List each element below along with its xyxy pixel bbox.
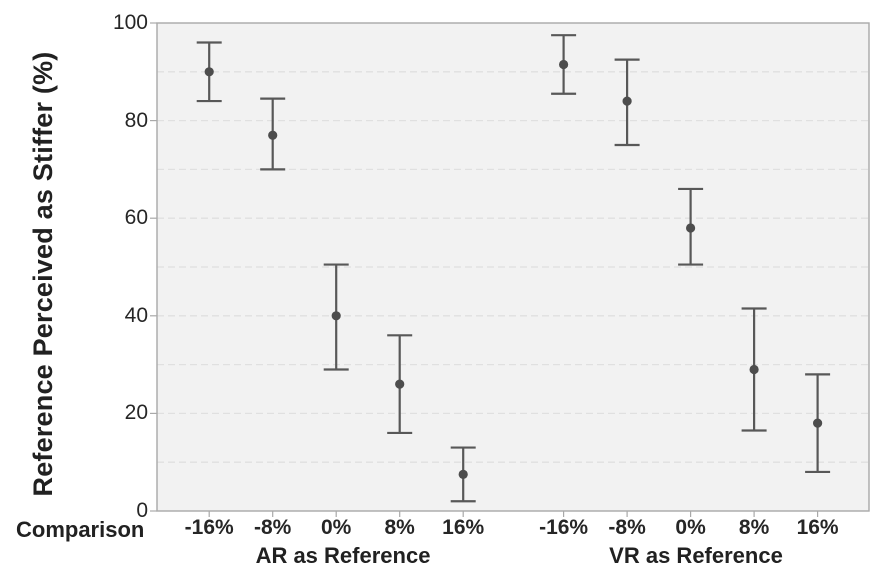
- x-tick-label-ar-8%: 8%: [384, 516, 415, 539]
- y-tick-label-100: 100: [112, 11, 148, 34]
- data-point: [395, 379, 405, 389]
- x-tick-label-ar-16%: 16%: [442, 516, 485, 539]
- x-tick-label-vr-0%: 0%: [675, 516, 706, 539]
- x-tick-label-vr--16%: -16%: [539, 516, 589, 539]
- data-point: [458, 469, 468, 479]
- x-tick-label-vr-16%: 16%: [796, 516, 839, 539]
- group-label-ar: AR as Reference: [255, 543, 431, 567]
- x-tick-label-vr--8%: -8%: [608, 516, 646, 539]
- data-point: [204, 67, 214, 77]
- x-axis-title: Comparison: [16, 517, 145, 542]
- data-point: [749, 364, 759, 375]
- y-tick-label-40: 40: [124, 303, 148, 327]
- y-tick-label-20: 20: [124, 401, 148, 425]
- data-point: [331, 311, 341, 321]
- x-tick-label-ar--16%: -16%: [184, 516, 234, 539]
- x-tick-label-ar-0%: 0%: [321, 516, 352, 539]
- data-point: [268, 130, 278, 140]
- y-tick-label-60: 60: [124, 206, 148, 230]
- y-tick-label-80: 80: [124, 108, 148, 132]
- data-point: [686, 223, 696, 233]
- data-point: [559, 59, 569, 70]
- plot-border: [156, 22, 870, 512]
- x-tick-label-ar--8%: -8%: [254, 516, 292, 539]
- data-point: [813, 418, 823, 428]
- y-axis-title: Reference Perceived as Stiffer (%): [28, 51, 58, 497]
- group-label-vr: VR as Reference: [609, 543, 783, 567]
- data-point: [622, 96, 632, 106]
- y-tick-label-0: 0: [136, 499, 148, 522]
- x-tick-label-vr-8%: 8%: [738, 516, 770, 539]
